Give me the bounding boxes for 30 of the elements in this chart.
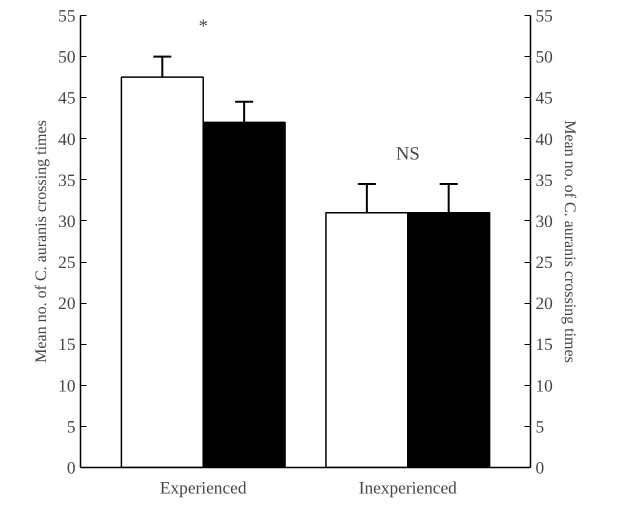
y-tick-label: 10	[58, 376, 76, 396]
y-tick-label: 15	[58, 335, 76, 354]
y2-tick-label: 15	[536, 335, 553, 354]
annotation: *	[198, 16, 208, 38]
y-tick-label: 30	[58, 212, 76, 231]
y2-tick-label: 45	[536, 88, 553, 108]
y2-tick-label: 50	[536, 48, 553, 67]
annotation: NS	[396, 143, 420, 164]
y-tick-label: 35	[58, 170, 76, 190]
y2-tick-label: 10	[536, 376, 553, 396]
y-axis-title: Mean no. of C. auranis crossing times	[33, 120, 50, 363]
x-tick-label: Experienced	[160, 478, 247, 498]
x-tick-label: Inexperienced	[358, 478, 458, 498]
y-tick-label: 50	[58, 48, 76, 67]
y2-tick-label: 25	[536, 253, 553, 272]
y-tick-label: 40	[58, 130, 76, 149]
y2-axis-title: Mean no. of C. auranis crossing times	[560, 120, 578, 363]
y-tick-label: 45	[58, 88, 76, 108]
y2-tick-label: 55	[536, 6, 553, 26]
y2-tick-label: 5	[536, 417, 544, 436]
y2-tick-label: 30	[536, 212, 553, 231]
y2-tick-label: 40	[536, 130, 553, 149]
y-tick-label: 5	[66, 417, 76, 436]
y2-tick-label: 0	[536, 458, 544, 478]
y-tick-label: 55	[58, 6, 76, 26]
y-tick-label: 25	[58, 253, 76, 272]
y2-tick-label: 35	[536, 170, 553, 190]
y-tick-label: 20	[58, 294, 76, 314]
y2-tick-label: 20	[536, 294, 553, 314]
y-tick-label: 0	[66, 458, 76, 478]
